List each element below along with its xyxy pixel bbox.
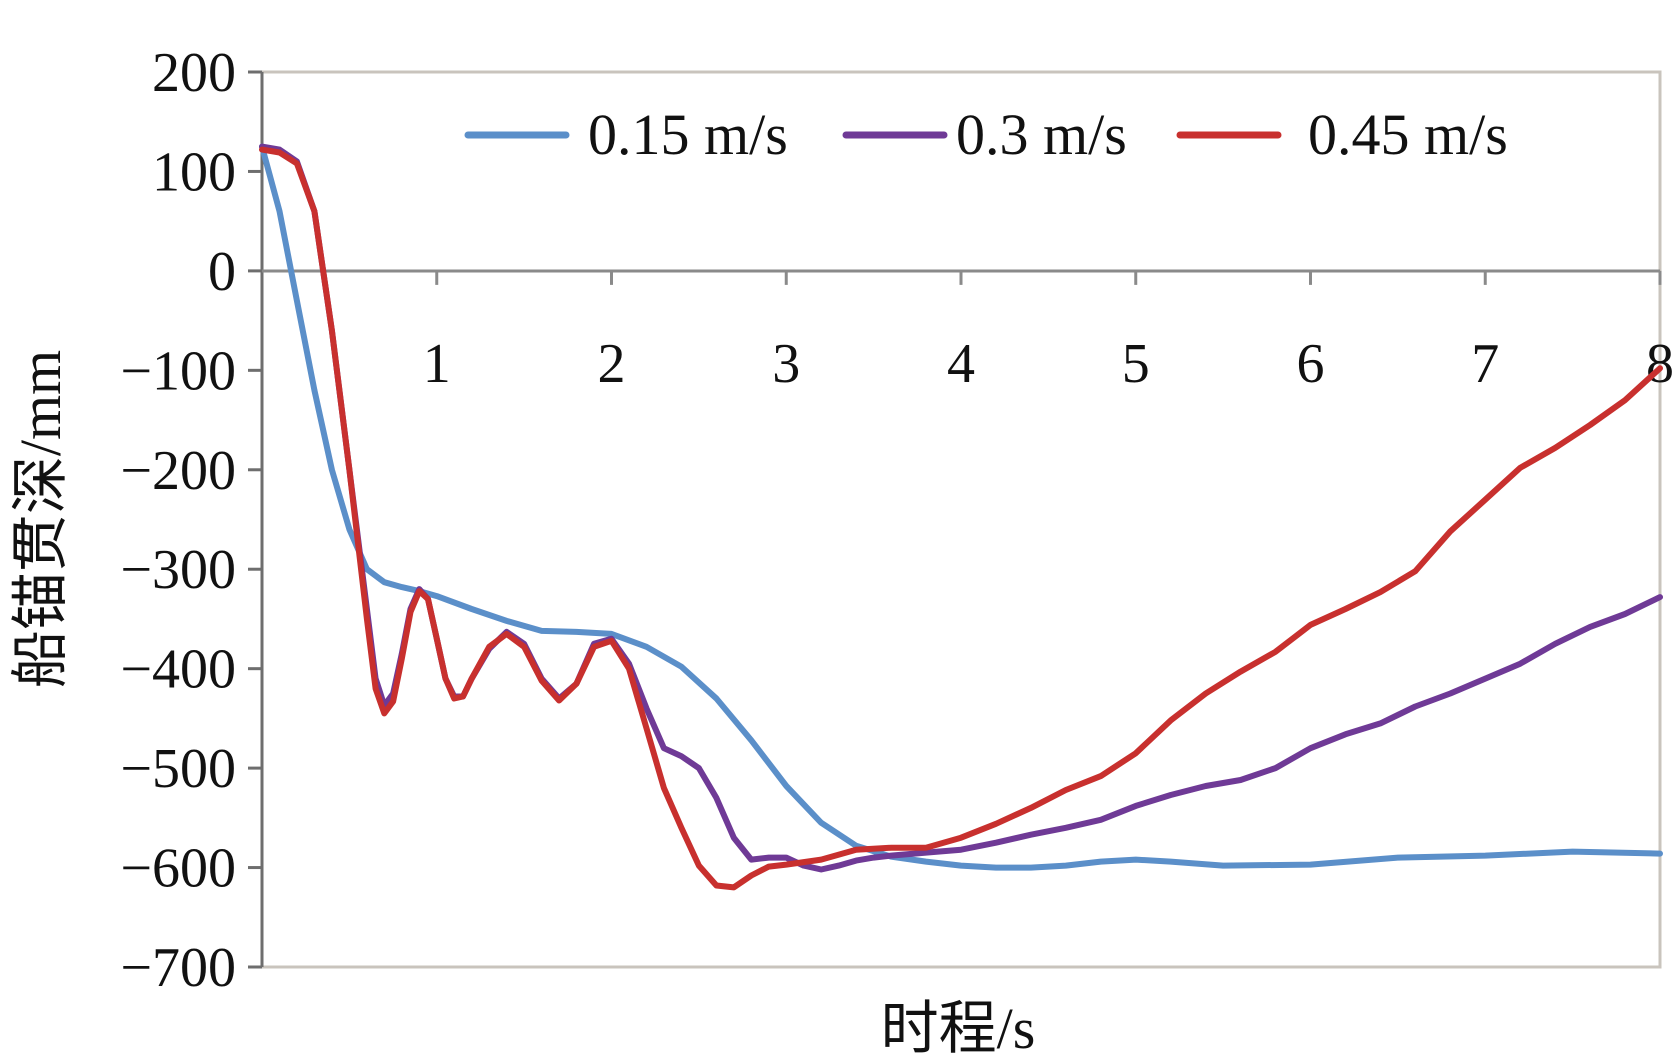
plot-frame: [260, 70, 1662, 969]
x-tick-label: 7: [1471, 333, 1499, 395]
series-line-3: [259, 146, 1663, 891]
x-tick-label: 2: [598, 333, 626, 395]
legend-label: 0.3 m/s: [956, 102, 1127, 167]
y-tick-label: −300: [120, 539, 236, 601]
y-tick-label: 200: [152, 42, 236, 104]
x-tick-label: 3: [772, 333, 800, 395]
x-tick-label: 5: [1122, 333, 1150, 395]
y-tick-label: 0: [208, 241, 236, 303]
x-tick-label: 6: [1297, 333, 1325, 395]
legend-label: 0.15 m/s: [588, 102, 788, 167]
y-tick-label: −500: [120, 738, 236, 800]
series-line-2: [259, 143, 1663, 873]
x-axis-ticks: 1 2 3 4 5 6 7 8: [423, 270, 1674, 395]
y-tick-label: 100: [152, 141, 236, 203]
y-tick-label: −200: [120, 440, 236, 502]
y-tick-label: −400: [120, 639, 236, 701]
series-line-1: [259, 143, 1663, 871]
legend-label: 0.45 m/s: [1308, 102, 1508, 167]
x-tick-label: 1: [423, 333, 451, 395]
y-axis-title: 船锚贯深/mm: [8, 350, 73, 688]
x-tick-label: 4: [947, 333, 975, 395]
series-layer: [259, 143, 1663, 891]
x-axis-title: 时程/s: [881, 996, 1036, 1061]
y-tick-label: −100: [120, 340, 236, 402]
x-tick-label: 8: [1646, 333, 1674, 395]
legend: 0.15 m/s 0.3 m/s 0.45 m/s: [464, 102, 1508, 167]
y-tick-label: −600: [120, 838, 236, 900]
y-tick-label: −700: [120, 937, 236, 999]
y-axis-ticks: 200 100 0 −100 −200 −300 −400 −500 −600 −700: [120, 42, 262, 999]
